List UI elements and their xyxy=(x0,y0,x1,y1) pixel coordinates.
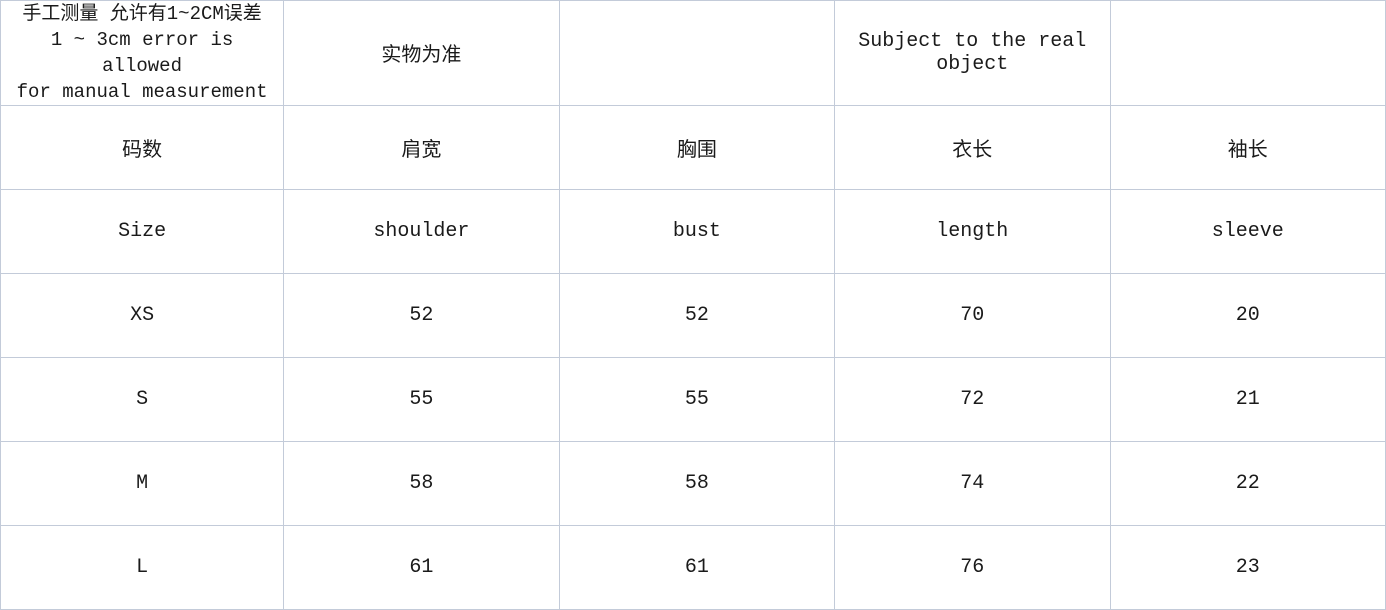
shoulder-value: 58 xyxy=(283,441,560,526)
bust-value: 52 xyxy=(558,273,836,358)
shoulder-value: 61 xyxy=(283,525,560,610)
subject-cn-cell: 实物为准 xyxy=(283,0,560,106)
empty-cell xyxy=(558,0,836,106)
size-row-s: S 55 55 72 21 xyxy=(0,357,1386,442)
header-en-shoulder: shoulder xyxy=(283,189,560,274)
size-label: S xyxy=(0,357,285,442)
header-en-sleeve: sleeve xyxy=(1109,189,1386,274)
measurement-note-cell: 手工测量 允许有1~2CM误差 1 ~ 3cm error is allowed… xyxy=(0,0,285,106)
length-value: 74 xyxy=(834,441,1111,526)
header-cn-sleeve: 袖长 xyxy=(1109,105,1386,190)
sleeve-value: 22 xyxy=(1109,441,1386,526)
note-row: 手工测量 允许有1~2CM误差 1 ~ 3cm error is allowed… xyxy=(0,0,1386,106)
bust-value: 55 xyxy=(558,357,836,442)
header-cn-length: 衣长 xyxy=(834,105,1111,190)
size-label: L xyxy=(0,525,285,610)
header-en-bust: bust xyxy=(558,189,836,274)
sleeve-value: 20 xyxy=(1109,273,1386,358)
empty-cell xyxy=(1109,0,1386,106)
subject-en-cell: Subject to the real object xyxy=(834,0,1111,106)
size-label: XS xyxy=(0,273,285,358)
size-row-m: M 58 58 74 22 xyxy=(0,441,1386,526)
header-en-length: length xyxy=(834,189,1111,274)
shoulder-value: 55 xyxy=(283,357,560,442)
size-row-xs: XS 52 52 70 20 xyxy=(0,273,1386,358)
length-value: 76 xyxy=(834,525,1111,610)
bust-value: 58 xyxy=(558,441,836,526)
size-label: M xyxy=(0,441,285,526)
header-en-size: Size xyxy=(0,189,285,274)
header-row-cn: 码数 肩宽 胸围 衣长 袖长 xyxy=(0,105,1386,190)
header-cn-shoulder: 肩宽 xyxy=(283,105,560,190)
length-value: 70 xyxy=(834,273,1111,358)
sleeve-value: 23 xyxy=(1109,525,1386,610)
bust-value: 61 xyxy=(558,525,836,610)
shoulder-value: 52 xyxy=(283,273,560,358)
header-cn-size: 码数 xyxy=(0,105,285,190)
length-value: 72 xyxy=(834,357,1111,442)
sleeve-value: 21 xyxy=(1109,357,1386,442)
header-row-en: Size shoulder bust length sleeve xyxy=(0,189,1386,274)
header-cn-bust: 胸围 xyxy=(558,105,836,190)
size-row-l: L 61 61 76 23 xyxy=(0,525,1386,610)
